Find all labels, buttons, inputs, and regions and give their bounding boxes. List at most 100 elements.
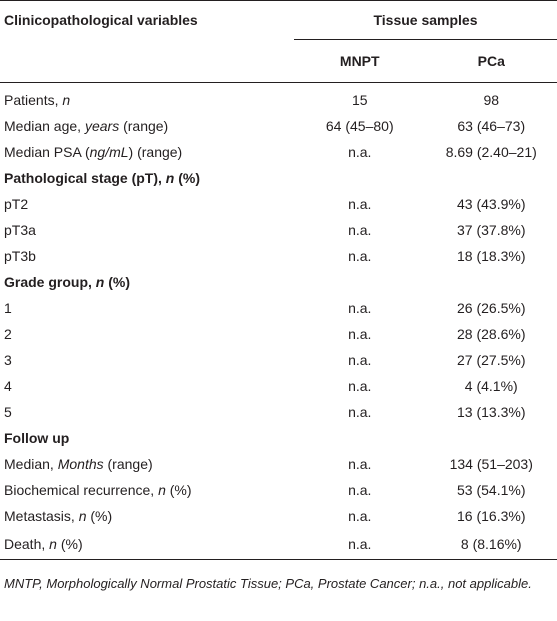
cell-pca: 8.69 (2.40–21) bbox=[445, 144, 537, 160]
row-label: Biochemical recurrence, n (%) bbox=[0, 477, 294, 503]
header-variables: Clinicopathological variables bbox=[4, 12, 198, 29]
cell-mnpt: n.a. bbox=[348, 144, 372, 160]
table-row: Median, Months (range) n.a. 134 (51–203) bbox=[0, 451, 557, 477]
label-text: Death, bbox=[4, 536, 50, 552]
label-italic: n bbox=[62, 92, 71, 108]
section-label: Follow up bbox=[0, 425, 294, 451]
label-text: pT2 bbox=[4, 196, 29, 212]
label-italic: n bbox=[49, 536, 57, 552]
cell-pca: 28 (28.6%) bbox=[457, 326, 526, 342]
label-text: 2 bbox=[4, 326, 12, 342]
label-text: Biochemical recurrence, bbox=[4, 482, 159, 498]
table-row: Median age, years (range) 64 (45–80) 63 (4… bbox=[0, 113, 557, 139]
label-italic: n bbox=[78, 508, 87, 524]
label-text: Grade group, bbox=[4, 274, 96, 290]
subheader-pca: PCa bbox=[425, 39, 557, 83]
section-row: Pathological stage (pT), n (%) bbox=[0, 165, 557, 191]
row-label: 3 bbox=[0, 347, 294, 373]
table-row: 2 n.a. 28 (28.6%) bbox=[0, 321, 557, 347]
cell-pca: 27 (27.5%) bbox=[457, 352, 526, 368]
cell-pca: 8 (8.16%) bbox=[460, 536, 522, 552]
cell-pca: 63 (46–73) bbox=[457, 118, 526, 134]
label-suffix: (%) bbox=[165, 482, 192, 498]
label-text: 3 bbox=[4, 352, 12, 368]
row-label: Patients, n bbox=[0, 87, 294, 113]
cell-mnpt: n.a. bbox=[348, 326, 372, 342]
row-label: pT2 bbox=[0, 191, 294, 217]
clinicopathological-table-container: Clinicopathological variables Tissue sam… bbox=[0, 0, 557, 591]
label-italic: n bbox=[95, 274, 105, 290]
label-text: 5 bbox=[4, 404, 12, 420]
row-label: Median age, years (range) bbox=[0, 113, 294, 139]
cell-pca: 13 (13.3%) bbox=[457, 404, 526, 420]
label-text: Median, bbox=[4, 456, 58, 472]
cell-mnpt: n.a. bbox=[348, 404, 372, 420]
label-text: Pathological stage (pT), bbox=[4, 170, 166, 186]
label-suffix: (range) bbox=[103, 456, 153, 472]
cell-pca: 4 (4.1%) bbox=[464, 378, 518, 394]
row-label: pT3b bbox=[0, 243, 294, 269]
section-row: Grade group, n (%) bbox=[0, 269, 557, 295]
label-suffix: (%) bbox=[174, 170, 201, 186]
label-italic: n bbox=[158, 482, 166, 498]
label-text: 1 bbox=[4, 300, 12, 316]
label-text: 4 bbox=[4, 378, 12, 394]
table-row: 4 n.a. 4 (4.1%) bbox=[0, 373, 557, 399]
table-row: Median PSA (ng/mL) (range) n.a. 8.69 (2.40… bbox=[0, 139, 557, 165]
cell-mnpt bbox=[294, 425, 426, 451]
row-label: Death, n (%) bbox=[0, 529, 294, 560]
table-header-row: Clinicopathological variables Tissue sam… bbox=[0, 0, 557, 40]
row-label: Metastasis, n (%) bbox=[0, 503, 294, 529]
label-suffix: ) (range) bbox=[128, 144, 183, 160]
table-row: Death, n (%) n.a. 8 (8.16%) bbox=[0, 529, 557, 560]
label-suffix: (%) bbox=[104, 274, 131, 290]
table-row: 3 n.a. 27 (27.5%) bbox=[0, 347, 557, 373]
cell-mnpt: n.a. bbox=[348, 300, 372, 316]
cell-pca: 53 (54.1%) bbox=[457, 482, 526, 498]
cell-mnpt bbox=[294, 165, 426, 191]
cell-mnpt: n.a. bbox=[348, 222, 372, 238]
cell-pca bbox=[426, 425, 557, 451]
cell-pca bbox=[426, 269, 557, 295]
table-row: pT3b n.a. 18 (18.3%) bbox=[0, 243, 557, 269]
table-subheader-row: MNPT PCa bbox=[0, 39, 557, 83]
cell-mnpt: n.a. bbox=[348, 352, 372, 368]
label-text: Patients, bbox=[4, 92, 63, 108]
label-suffix: (%) bbox=[86, 508, 113, 524]
cell-pca: 18 (18.3%) bbox=[457, 248, 526, 264]
header-divider bbox=[0, 82, 557, 88]
row-label: Median, Months (range) bbox=[0, 451, 294, 477]
label-text: pT3a bbox=[4, 222, 36, 238]
row-label: 1 bbox=[0, 295, 294, 321]
cell-mnpt: 15 bbox=[351, 92, 368, 108]
cell-mnpt: n.a. bbox=[348, 196, 372, 212]
subheader-mnpt: MNPT bbox=[294, 39, 426, 83]
clinicopathological-table: Clinicopathological variables Tissue sam… bbox=[0, 0, 557, 560]
cell-mnpt: n.a. bbox=[348, 508, 372, 524]
table-row: Patients, n 15 98 bbox=[0, 87, 557, 113]
label-text: Median age, bbox=[4, 118, 85, 134]
cell-pca: 98 bbox=[483, 92, 500, 108]
table-footnote: MNTP, Morphologically Normal Prostatic T… bbox=[4, 576, 532, 591]
section-label: Grade group, n (%) bbox=[0, 269, 294, 295]
section-label: Pathological stage (pT), n (%) bbox=[0, 165, 294, 191]
cell-pca: 16 (16.3%) bbox=[457, 508, 526, 524]
cell-pca: 37 (37.8%) bbox=[457, 222, 526, 238]
cell-mnpt: n.a. bbox=[348, 482, 372, 498]
label-suffix: (range) bbox=[119, 118, 169, 134]
cell-pca: 43 (43.9%) bbox=[457, 196, 526, 212]
section-row: Follow up bbox=[0, 425, 557, 451]
table-row: 1 n.a. 26 (26.5%) bbox=[0, 295, 557, 321]
row-label: 4 bbox=[0, 373, 294, 399]
cell-pca: 134 (51–203) bbox=[449, 456, 533, 472]
table-row: pT2 n.a. 43 (43.9%) bbox=[0, 191, 557, 217]
cell-mnpt: n.a. bbox=[348, 456, 372, 472]
table-row: pT3a n.a. 37 (37.8%) bbox=[0, 217, 557, 243]
label-italic: n bbox=[165, 170, 175, 186]
row-label: 5 bbox=[0, 399, 294, 425]
cell-mnpt: 64 (45–80) bbox=[325, 118, 394, 134]
row-label: Median PSA (ng/mL) (range) bbox=[0, 139, 294, 165]
label-text: Metastasis, bbox=[4, 508, 79, 524]
subheader-blank bbox=[0, 40, 294, 83]
table-row: Metastasis, n (%) n.a. 16 (16.3%) bbox=[0, 503, 557, 529]
